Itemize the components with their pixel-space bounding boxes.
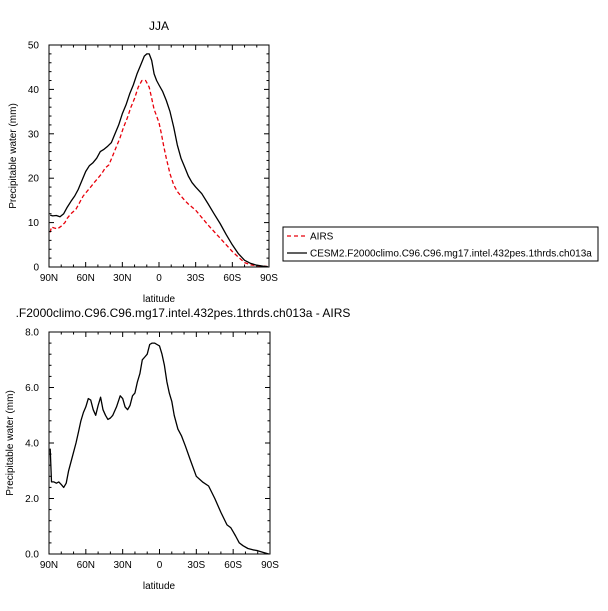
bottom-chart-frame [48, 331, 271, 555]
top-x-tick-label: 90S [260, 273, 278, 284]
top-y-tick-label: 50 [28, 41, 40, 52]
bottom-x-tick-label: 30S [187, 560, 205, 571]
top-chart-title: JJA [149, 19, 169, 33]
bottom-x-tick-label: 60N [77, 560, 95, 571]
bottom-x-tick-label: 0 [157, 560, 163, 571]
bottom-x-tick-label: 30N [113, 560, 131, 571]
top-y-axis-label: Precipitable water (mm) [8, 103, 19, 209]
bottom-x-axis-label: latitude [143, 581, 176, 592]
legend-label-airs: AIRS [310, 232, 334, 243]
top-y-tick-label: 0 [33, 263, 39, 274]
top-series-line-1 [50, 53, 268, 268]
bottom-x-tick-label: 60S [224, 560, 242, 571]
top-chart-frame [48, 44, 270, 268]
top-y-tick-label: 40 [28, 85, 40, 96]
legend: AIRS CESM2.F2000climo.C96.C96.mg17.intel… [282, 226, 599, 262]
top-x-tick-label: 90N [40, 273, 58, 284]
bottom-y-tick-label: 2.0 [25, 494, 39, 505]
bottom-x-tick-label: 90N [40, 560, 58, 571]
top-x-tick-label: 60N [76, 273, 94, 284]
bottom-y-axis-label: Precipitable water (mm) [5, 390, 16, 496]
bottom-y-tick-label: 4.0 [25, 439, 39, 450]
bottom-y-tick-label: 8.0 [25, 328, 39, 339]
top-x-tick-label: 0 [156, 273, 162, 284]
bottom-y-tick-label: 6.0 [25, 383, 39, 394]
top-chart-panel: JJA 90N 60N 30N 0 30S 60S 90S 0 10 20 30 40 50 latit… [8, 19, 278, 305]
bottom-chart-panel: .F2000climo.C96.C96.mg17.intel.432pes.1t… [5, 306, 350, 592]
top-y-tick-label: 10 [28, 218, 40, 229]
bottom-chart-title: .F2000climo.C96.C96.mg17.intel.432pes.1t… [16, 306, 351, 320]
bottom-x-tick-label: 90S [261, 560, 279, 571]
top-x-tick-label: 30S [187, 273, 205, 284]
legend-box [282, 226, 599, 262]
top-series-line-0 [49, 79, 268, 268]
top-y-tick-label: 20 [28, 174, 40, 185]
legend-label-model: CESM2.F2000climo.C96.C96.mg17.intel.432p… [310, 249, 592, 260]
top-x-axis-label: latitude [143, 294, 176, 305]
bottom-y-tick-label: 0.0 [25, 550, 39, 561]
top-y-tick-label: 30 [28, 129, 40, 140]
bottom-series-line-0 [49, 342, 269, 555]
top-x-tick-label: 30N [113, 273, 131, 284]
top-x-tick-label: 60S [223, 273, 241, 284]
